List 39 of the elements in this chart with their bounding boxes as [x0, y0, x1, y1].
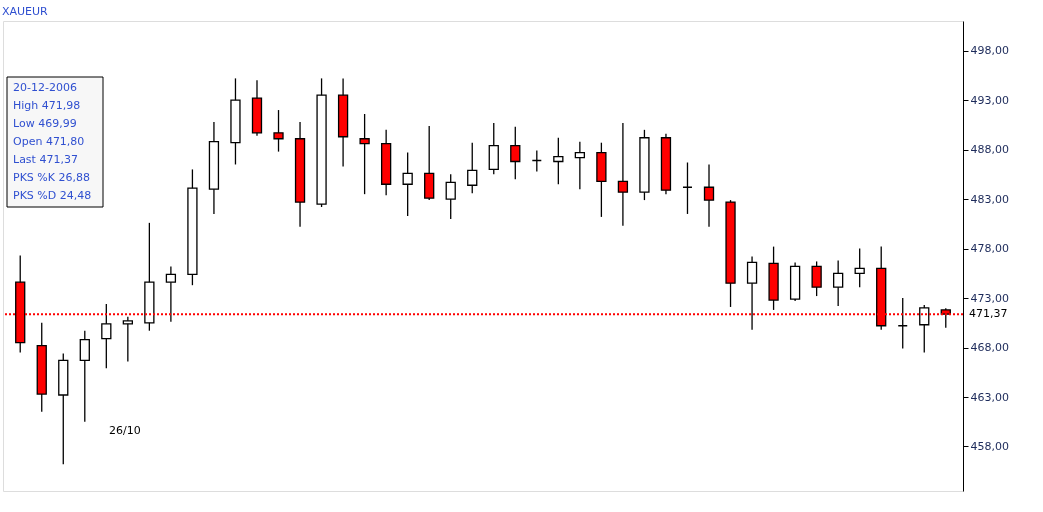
candlestick	[467, 142, 478, 194]
candlestick	[402, 151, 413, 217]
candlestick	[617, 122, 629, 227]
annotation: Open 471,80	[13, 135, 85, 148]
y-tick-label: 488,00	[970, 143, 1009, 157]
candlestick	[919, 304, 930, 354]
candlestick	[574, 141, 586, 190]
y-tick-label: 493,00	[970, 93, 1009, 107]
y-tick-label: 463,00	[970, 390, 1009, 404]
candlestick	[165, 265, 177, 323]
annotation: PKS %D 24,48	[13, 189, 92, 202]
annotation: 26/10	[109, 424, 141, 437]
annotation: PKS %K 26,88	[13, 171, 90, 184]
annotation: Low 469,99	[13, 117, 77, 130]
ref-line-label: 471,37	[969, 307, 1008, 321]
chart-title: XAUEUR	[2, 5, 49, 18]
candlestick	[811, 260, 822, 297]
y-tick-label: 468,00	[970, 341, 1009, 355]
y-tick-label: 458,00	[970, 439, 1009, 453]
candlestick	[510, 126, 521, 180]
candlestick	[854, 247, 865, 288]
candlestick	[703, 163, 715, 228]
annotation: 20-12-2006	[13, 81, 77, 94]
candlestick	[101, 303, 112, 369]
y-tick-label: 483,00	[970, 192, 1009, 206]
y-tick-label: 473,00	[970, 291, 1009, 305]
candlestick	[273, 109, 284, 153]
candlestick	[359, 113, 370, 195]
candlestick	[445, 173, 456, 220]
candlestick	[833, 259, 844, 307]
y-tick-label: 478,00	[970, 242, 1009, 256]
candlestick	[122, 316, 133, 363]
candlestick	[746, 255, 758, 331]
candlestick	[553, 137, 564, 185]
candlestick	[79, 330, 90, 423]
candlestick	[488, 122, 499, 176]
annotation: High 471,98	[13, 99, 81, 112]
annotation: Last 471,37	[13, 153, 78, 166]
y-tick-label: 498,00	[970, 44, 1009, 58]
